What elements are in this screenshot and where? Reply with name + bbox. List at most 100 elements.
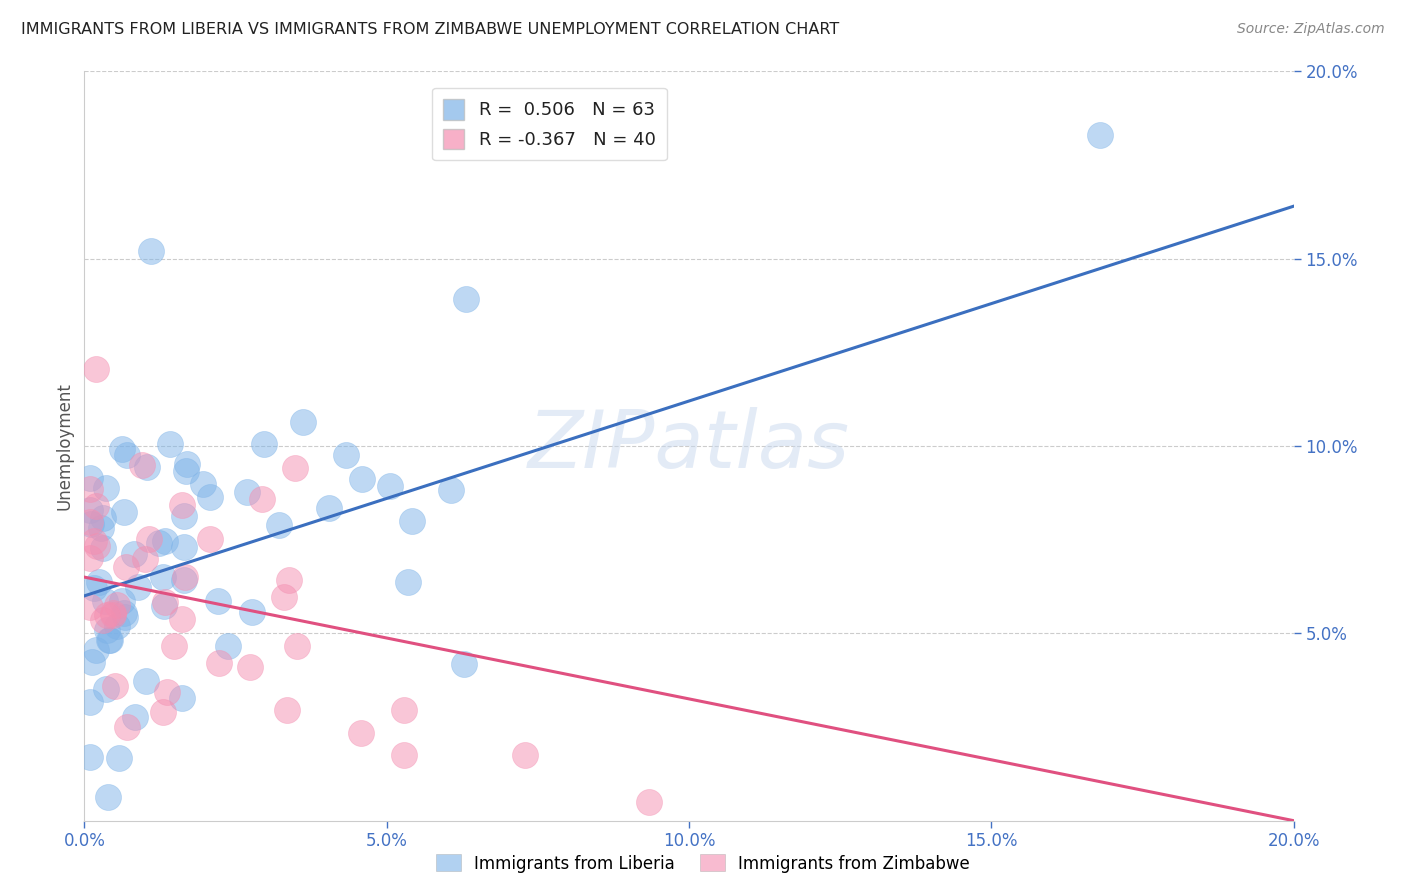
Point xyxy=(91,613,114,627)
Point xyxy=(217,639,239,653)
Point xyxy=(136,460,159,475)
Point xyxy=(139,244,162,259)
Point xyxy=(93,594,115,608)
Point xyxy=(105,619,128,633)
Point xyxy=(84,499,107,513)
Point xyxy=(90,521,112,535)
Point xyxy=(108,750,131,764)
Point xyxy=(515,748,537,763)
Point xyxy=(198,532,221,546)
Point xyxy=(159,436,181,450)
Point xyxy=(278,573,301,587)
Point xyxy=(378,479,401,493)
Point xyxy=(292,415,315,429)
Point xyxy=(86,539,108,553)
Point xyxy=(156,685,179,699)
Point xyxy=(115,560,138,574)
Point xyxy=(104,679,127,693)
Point xyxy=(97,790,120,805)
Point xyxy=(111,442,134,456)
Point xyxy=(170,691,193,706)
Point xyxy=(174,570,197,584)
Point xyxy=(148,536,170,550)
Point xyxy=(80,655,103,669)
Point xyxy=(350,725,373,739)
Point xyxy=(98,632,121,647)
Point xyxy=(453,657,475,671)
Point xyxy=(79,695,101,709)
Point xyxy=(1088,128,1111,142)
Point xyxy=(172,612,194,626)
Point xyxy=(152,705,174,719)
Point xyxy=(239,660,262,674)
Point xyxy=(91,541,114,555)
Point xyxy=(155,534,177,549)
Point xyxy=(208,656,231,670)
Point xyxy=(253,437,276,451)
Point xyxy=(152,570,174,584)
Point xyxy=(285,639,308,653)
Point xyxy=(276,703,298,717)
Point xyxy=(80,516,103,531)
Y-axis label: Unemployment: Unemployment xyxy=(55,382,73,510)
Point xyxy=(83,581,105,595)
Point xyxy=(86,361,108,376)
Point xyxy=(207,594,229,608)
Point xyxy=(79,482,101,496)
Point xyxy=(163,639,186,653)
Point xyxy=(79,599,101,614)
Point xyxy=(638,795,661,809)
Point xyxy=(267,518,290,533)
Point xyxy=(91,511,114,525)
Point xyxy=(173,540,195,554)
Point xyxy=(83,534,105,549)
Point xyxy=(350,472,373,486)
Legend: R =  0.506   N = 63, R = -0.367   N = 40: R = 0.506 N = 63, R = -0.367 N = 40 xyxy=(432,88,666,161)
Point xyxy=(101,607,124,622)
Point xyxy=(134,551,156,566)
Point xyxy=(122,547,145,561)
Point xyxy=(284,461,307,475)
Point xyxy=(112,505,135,519)
Point xyxy=(115,448,138,462)
Point xyxy=(79,503,101,517)
Point xyxy=(396,575,419,590)
Point xyxy=(454,293,477,307)
Point xyxy=(79,550,101,565)
Point xyxy=(273,591,295,605)
Point xyxy=(240,605,263,619)
Point xyxy=(84,642,107,657)
Point xyxy=(96,624,118,638)
Text: ZIPatlas: ZIPatlas xyxy=(527,407,851,485)
Point xyxy=(96,608,118,623)
Point xyxy=(138,532,160,546)
Point xyxy=(96,682,118,697)
Point xyxy=(235,485,257,500)
Point xyxy=(115,720,138,734)
Point xyxy=(96,481,118,495)
Point xyxy=(103,606,125,620)
Point xyxy=(79,515,101,529)
Point xyxy=(114,610,136,624)
Point xyxy=(401,514,423,528)
Point xyxy=(105,598,128,612)
Point xyxy=(87,574,110,589)
Point xyxy=(135,674,157,689)
Point xyxy=(318,501,340,516)
Legend: Immigrants from Liberia, Immigrants from Zimbabwe: Immigrants from Liberia, Immigrants from… xyxy=(429,847,977,880)
Text: IMMIGRANTS FROM LIBERIA VS IMMIGRANTS FROM ZIMBABWE UNEMPLOYMENT CORRELATION CHA: IMMIGRANTS FROM LIBERIA VS IMMIGRANTS FR… xyxy=(21,22,839,37)
Point xyxy=(173,509,195,524)
Point xyxy=(79,471,101,485)
Point xyxy=(440,483,463,498)
Point xyxy=(111,594,134,608)
Point xyxy=(112,606,135,620)
Point xyxy=(97,632,120,647)
Point xyxy=(335,448,357,462)
Point xyxy=(191,477,214,491)
Point xyxy=(198,490,221,504)
Point xyxy=(155,595,177,609)
Point xyxy=(173,573,195,587)
Point xyxy=(176,457,198,471)
Point xyxy=(153,599,176,614)
Point xyxy=(124,710,146,724)
